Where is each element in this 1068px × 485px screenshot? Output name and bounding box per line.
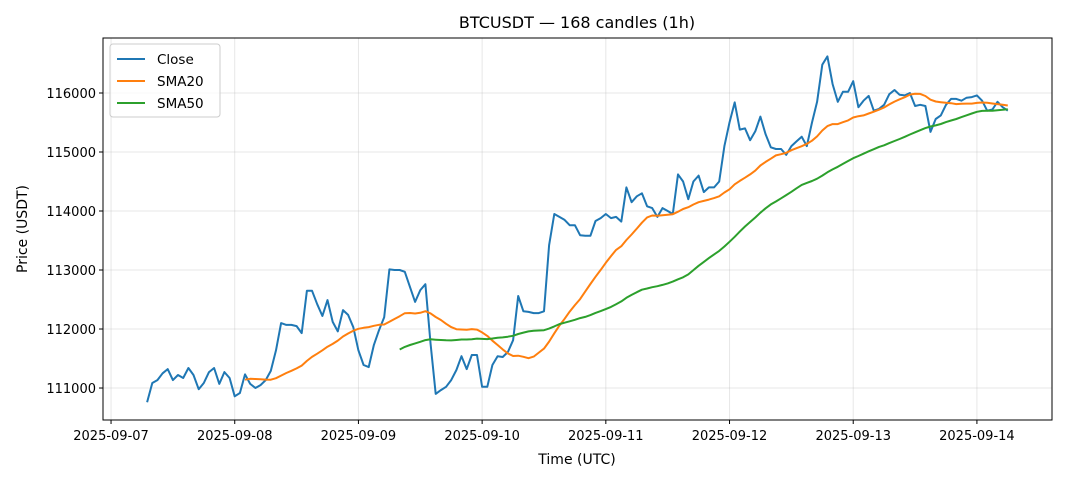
series-sma50-line [399, 108, 1008, 351]
x-tick-label: 2025-09-14 [939, 429, 1015, 444]
legend-label-sma20: SMA20 [157, 74, 204, 90]
plot-frame [102, 37, 1053, 421]
y-axis: 111000 112000 113000 114000 115000 116000 [46, 87, 103, 397]
x-axis-label: Time (UTC) [537, 452, 615, 468]
x-tick-label: 2025-09-10 [444, 429, 520, 444]
x-tick-label: 2025-09-08 [197, 429, 273, 444]
y-tick-label: 113000 [46, 264, 96, 279]
y-tick-label: 115000 [46, 146, 96, 161]
legend-label-sma50: SMA50 [157, 96, 204, 112]
legend: Close SMA20 SMA50 [109, 43, 221, 118]
x-axis: 2025-09-07 2025-09-08 2025-09-09 2025-09-10… [73, 420, 1015, 444]
y-tick-label: 112000 [46, 323, 96, 338]
x-tick-label: 2025-09-07 [73, 429, 149, 444]
x-tick-label: 2025-09-09 [321, 429, 397, 444]
x-tick-label: 2025-09-13 [815, 429, 891, 444]
grid [103, 38, 1052, 420]
legend-label-close: Close [157, 52, 194, 68]
y-axis-label: Price (USDT) [15, 185, 31, 273]
chart-title: BTCUSDT — 168 candles (1h) [459, 13, 695, 32]
series-lines [146, 55, 1009, 403]
y-tick-label: 114000 [46, 205, 96, 220]
y-tick-label: 116000 [46, 87, 96, 102]
series-sma20-line [244, 92, 1008, 381]
y-tick-label: 111000 [46, 382, 96, 397]
x-tick-label: 2025-09-11 [568, 429, 644, 444]
series-close-line [146, 55, 1009, 403]
x-tick-label: 2025-09-12 [692, 429, 768, 444]
